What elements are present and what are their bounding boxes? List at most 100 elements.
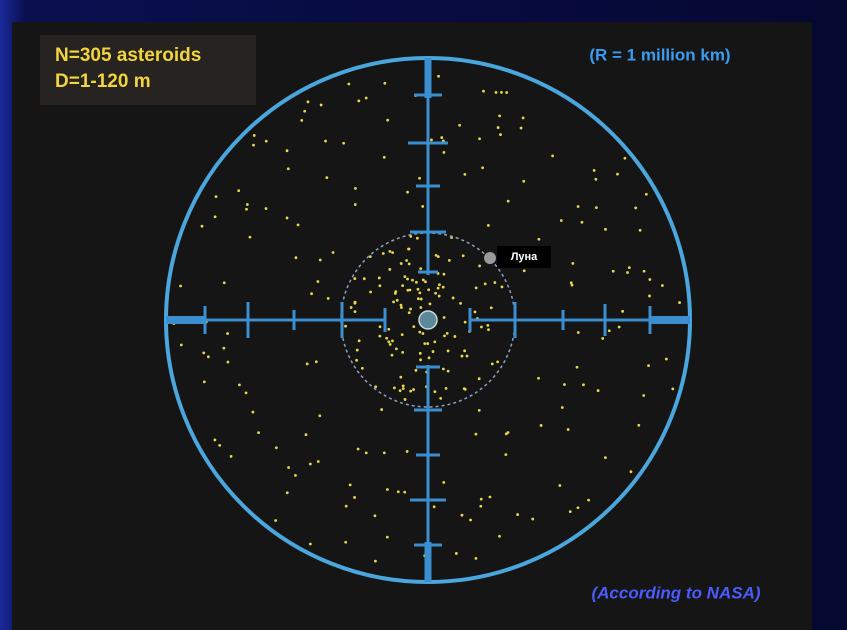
asteroid [459, 301, 462, 305]
asteroid [531, 517, 535, 521]
asteroid [378, 325, 382, 329]
asteroid [245, 203, 249, 206]
asteroid [592, 169, 596, 172]
asteroid [369, 290, 372, 294]
asteroid [596, 389, 600, 392]
asteroid [386, 118, 390, 122]
asteroid [603, 456, 607, 460]
asteroid [407, 311, 411, 315]
asteroid [570, 283, 574, 287]
asteroid [442, 367, 445, 371]
asteroid [403, 275, 407, 279]
asteroid [409, 235, 413, 238]
asteroid [398, 389, 402, 393]
asteroid [480, 325, 483, 329]
asteroid [433, 390, 437, 394]
asteroid [539, 424, 543, 427]
asteroid [580, 220, 584, 224]
asteroid [418, 291, 422, 295]
asteroid [446, 349, 450, 353]
asteroid [424, 280, 427, 284]
asteroid [563, 383, 566, 386]
asteroid [634, 206, 638, 210]
asteroid [353, 203, 357, 206]
asteroid [442, 481, 446, 484]
asteroid [434, 253, 438, 257]
asteroid [479, 504, 483, 508]
asteroid [419, 297, 423, 301]
asteroid [489, 306, 493, 310]
asteroid [248, 235, 252, 239]
asteroid [264, 139, 268, 143]
asteroid [461, 254, 465, 258]
asteroid [304, 433, 308, 437]
asteroid [500, 91, 503, 94]
asteroid [406, 288, 410, 292]
asteroid [179, 284, 183, 288]
asteroid [179, 343, 183, 347]
asteroid [391, 339, 394, 343]
asteroid [251, 410, 255, 414]
asteroid [394, 290, 398, 294]
asteroid [244, 391, 248, 395]
asteroid [516, 513, 520, 516]
asteroid [506, 431, 510, 434]
asteroid [427, 356, 431, 360]
asteroid-count: N=305 asteroids [55, 45, 201, 66]
asteroid [226, 332, 229, 335]
asteroid [617, 325, 621, 329]
asteroid [308, 542, 312, 546]
crosshair [166, 58, 690, 582]
asteroid [395, 298, 399, 302]
asteroid [394, 347, 398, 351]
asteroid [405, 450, 409, 453]
asteroid [594, 206, 598, 210]
asteroid [463, 349, 467, 353]
asteroid [403, 490, 407, 494]
asteroid [214, 195, 218, 199]
asteroid [477, 408, 481, 412]
asteroid [522, 179, 526, 183]
asteroid [400, 333, 404, 337]
asteroid [407, 247, 411, 251]
asteroid [200, 224, 204, 228]
asteroid [575, 365, 579, 369]
asteroid [285, 149, 289, 153]
asteroid [385, 336, 389, 340]
asteroid [490, 362, 494, 366]
asteroid [496, 360, 500, 364]
asteroid [310, 292, 313, 296]
asteroid [442, 316, 446, 319]
moon [484, 252, 496, 264]
asteroid [407, 262, 411, 266]
asteroid [331, 251, 335, 254]
asteroid [316, 460, 320, 463]
asteroid [401, 350, 405, 354]
asteroid [430, 138, 433, 142]
asteroid [442, 151, 446, 154]
asteroid [644, 192, 648, 196]
asteroid [274, 446, 278, 450]
asteroid [403, 398, 407, 401]
asteroid [445, 331, 449, 335]
asteroid [478, 264, 482, 268]
asteroid [434, 291, 437, 295]
asteroid [355, 358, 359, 362]
asteroid [571, 262, 575, 265]
asteroid [357, 339, 361, 343]
asteroid [415, 280, 418, 284]
asteroid [460, 513, 464, 517]
asteroid [460, 354, 464, 358]
asteroid [353, 277, 357, 280]
asteroid [487, 328, 490, 332]
asteroid [401, 384, 405, 388]
asteroid [409, 389, 413, 393]
asteroid [412, 325, 416, 329]
asteroid [305, 362, 309, 366]
asteroid [477, 377, 481, 381]
asteroid [399, 375, 403, 379]
asteroid [611, 269, 615, 273]
asteroid [482, 89, 485, 93]
asteroid [392, 300, 395, 304]
